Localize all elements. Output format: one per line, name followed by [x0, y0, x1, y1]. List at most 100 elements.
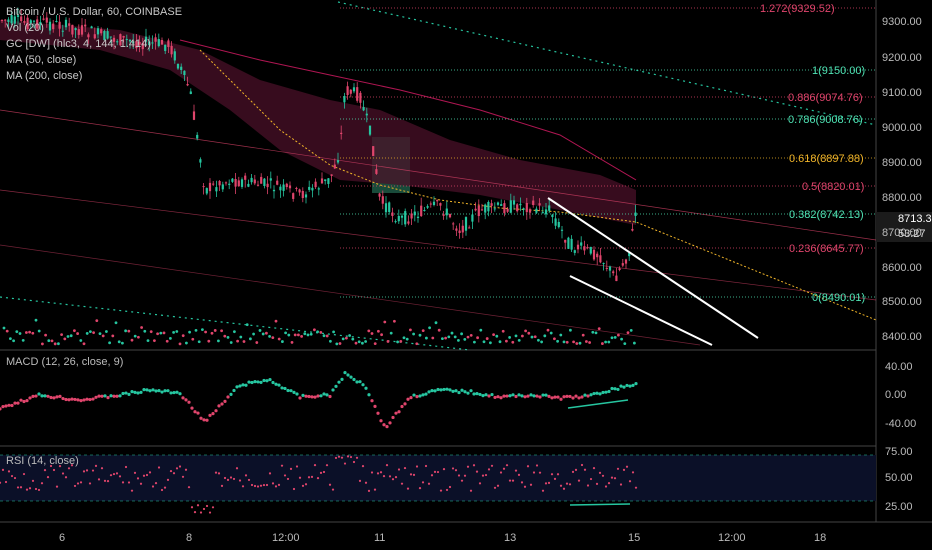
macd-dot — [580, 395, 584, 399]
rsi-dot — [607, 482, 611, 485]
rsi-dot — [238, 479, 242, 482]
macd-dot — [280, 386, 284, 390]
macd-dot — [109, 394, 113, 398]
macd-dot — [151, 388, 155, 392]
volume-dot — [236, 339, 240, 343]
candle-body — [276, 180, 279, 185]
rsi-dot — [142, 474, 146, 477]
rsi-dot — [61, 472, 65, 475]
candle-body — [58, 21, 61, 29]
rsi-dot — [178, 465, 182, 468]
volume-dot — [444, 336, 447, 340]
macd-dot — [142, 388, 146, 392]
volume-dot — [511, 340, 515, 344]
macd-dot — [364, 386, 368, 390]
rsi-dot — [334, 456, 338, 460]
macd-dot — [265, 379, 269, 383]
macd-dot — [37, 392, 41, 396]
candle-body — [368, 125, 372, 135]
candle-body — [288, 185, 292, 189]
rsi-dot — [7, 470, 11, 473]
candle-body — [176, 63, 180, 69]
macd-dot — [619, 384, 623, 388]
macd-dot — [241, 383, 245, 387]
candle-body — [384, 203, 388, 213]
macd-dot — [208, 413, 212, 417]
rsi-dot — [79, 481, 83, 484]
candle-body — [32, 20, 36, 22]
indicator-gc[interactable]: GC [DW] (hlc3, 4, 144, 1.414) — [6, 38, 151, 50]
macd-dot — [559, 397, 563, 401]
rsi-dot — [541, 489, 545, 492]
macd-dot — [274, 382, 278, 386]
macd-dot — [634, 382, 638, 386]
candle-body — [548, 205, 551, 211]
candle-body — [432, 201, 436, 206]
rsi-dot — [280, 464, 284, 467]
volume-dot — [521, 334, 524, 338]
macd-dot — [412, 393, 416, 397]
volume-dot — [498, 340, 502, 344]
macd-dot — [583, 393, 587, 397]
macd-dot — [391, 415, 395, 420]
rsi-dot — [196, 504, 200, 507]
rsi-dot — [97, 478, 101, 481]
volume-dot — [252, 332, 256, 336]
macd-dot — [493, 395, 497, 400]
rsi-dot — [361, 465, 365, 468]
macd-dot — [382, 423, 386, 427]
candle-body — [349, 89, 352, 94]
candle-body — [535, 208, 538, 213]
fibonacci-levels[interactable] — [340, 7, 876, 298]
macd-dot — [295, 392, 299, 396]
volume-dot — [623, 342, 627, 345]
volume-dot — [553, 337, 556, 341]
rsi-title[interactable]: RSI (14, close) — [6, 455, 79, 467]
macd-title[interactable]: MACD (12, 26, close, 9) — [6, 356, 124, 368]
volume-dot — [66, 335, 70, 338]
candle-body — [592, 249, 596, 260]
candle-body — [170, 45, 173, 55]
volume-dot — [191, 337, 195, 341]
candle-body — [52, 23, 55, 30]
rsi-dot — [355, 456, 359, 459]
rsi-dot — [613, 477, 617, 480]
macd-dot — [205, 418, 209, 422]
rsi-dot — [469, 489, 473, 492]
volume-dot — [383, 320, 387, 324]
candle-body — [391, 212, 394, 217]
rsi-dot — [205, 504, 209, 508]
rsi-dot — [532, 471, 536, 474]
candle-body — [573, 250, 576, 253]
rsi-dot — [499, 471, 503, 474]
macd-dot — [451, 389, 455, 393]
time-tick: 12:00 — [718, 532, 746, 544]
volume-dot — [133, 334, 137, 338]
macd-dot — [610, 386, 614, 391]
rsi-dot — [10, 474, 14, 478]
candle-body — [551, 214, 554, 218]
macd-dot — [337, 380, 341, 384]
candle-body — [202, 186, 205, 188]
macd-dot — [13, 401, 17, 405]
wedge-line-lower[interactable] — [569, 275, 713, 346]
candle-body — [615, 275, 618, 282]
rsi-dot — [445, 488, 449, 492]
rsi-dot — [634, 486, 638, 489]
macd-dot — [601, 390, 605, 395]
indicator-vol[interactable]: Vol (20) — [6, 22, 44, 34]
indicator-ma200[interactable]: MA (200, close) — [6, 70, 83, 82]
symbol-title[interactable]: Bitcoin / U.S. Dollar, 60, COINBASE — [6, 6, 183, 18]
candle-body — [388, 202, 391, 213]
volume-dots — [2, 318, 636, 346]
rsi-dot — [70, 464, 74, 467]
volume-dot — [396, 340, 399, 344]
wedge-line-upper[interactable] — [547, 197, 759, 339]
volume-dot — [63, 337, 67, 341]
volume-dot — [370, 332, 374, 335]
indicator-ma50[interactable]: MA (50, close) — [6, 54, 77, 66]
macd-dot — [388, 421, 392, 425]
candle-body — [212, 183, 215, 185]
candle-body — [285, 183, 288, 188]
